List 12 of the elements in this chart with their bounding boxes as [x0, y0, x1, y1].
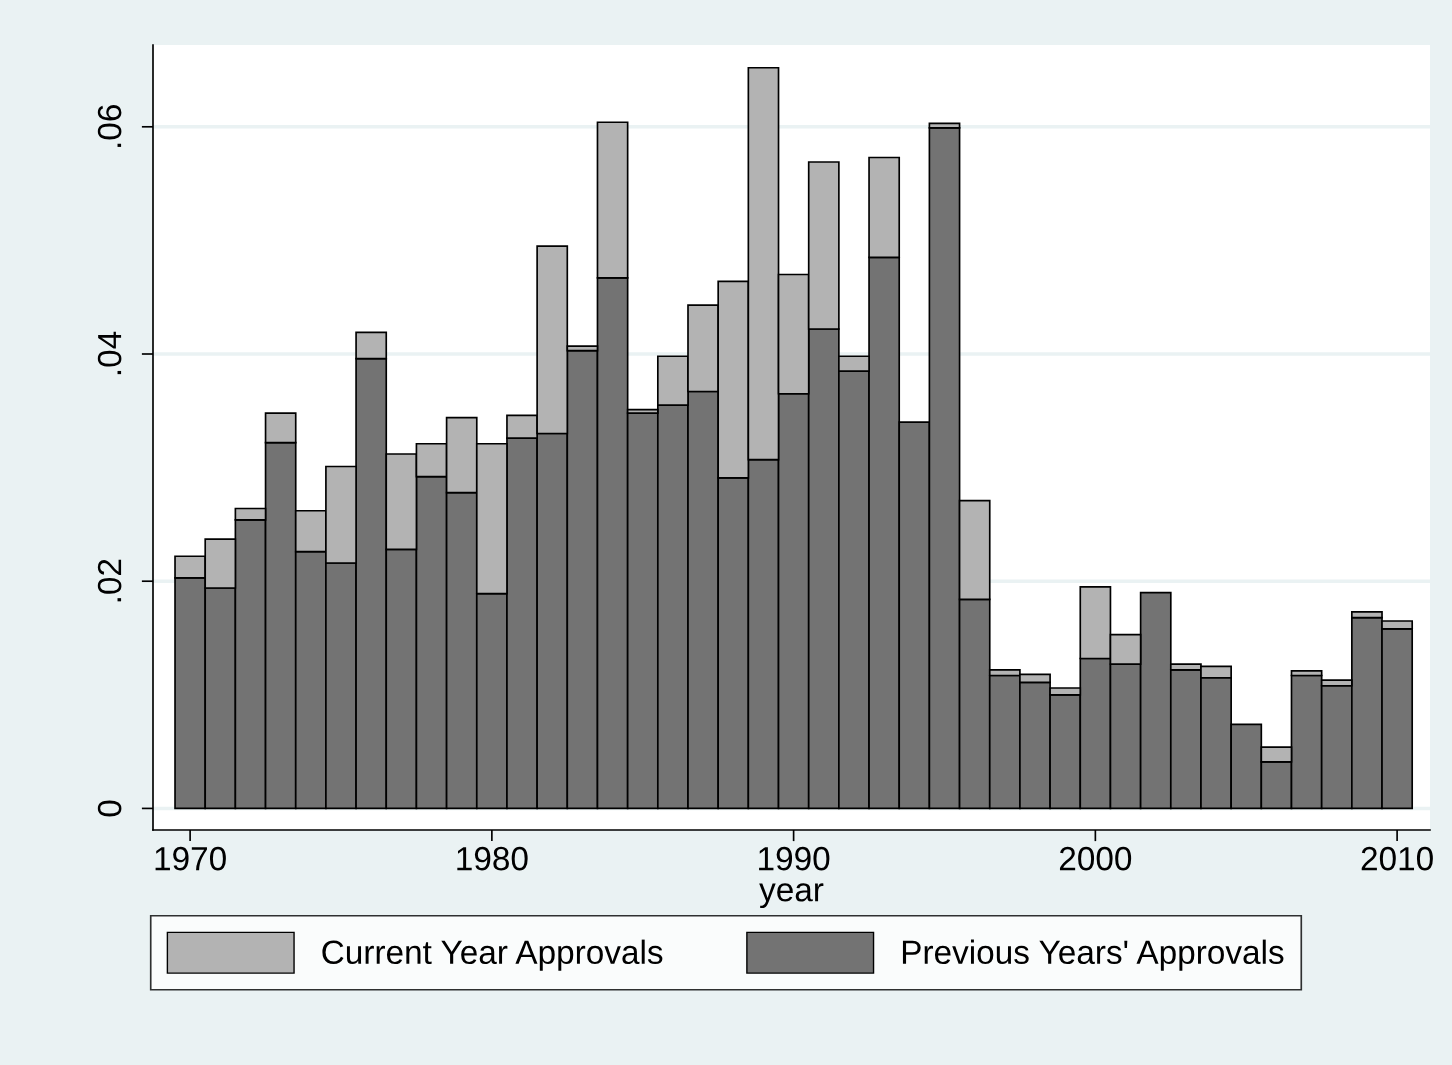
x-tick-label: 1990 — [759, 846, 830, 871]
y-tick-label: 0 — [97, 800, 122, 817]
legend-label: Current Year Approvals — [322, 939, 663, 971]
y-tick-label: .04 — [97, 331, 122, 375]
legend-label: Previous Years' Approvals — [902, 939, 1284, 971]
y-tick-label: .02 — [97, 559, 122, 602]
x-axis-title: year — [759, 883, 824, 909]
x-tick-label: 1980 — [457, 846, 528, 871]
y-tick-label: .06 — [97, 105, 122, 147]
x-tick-label: 2010 — [1361, 846, 1433, 871]
x-tick-label: 1970 — [155, 846, 226, 871]
x-tick-label: 2000 — [1059, 846, 1132, 871]
